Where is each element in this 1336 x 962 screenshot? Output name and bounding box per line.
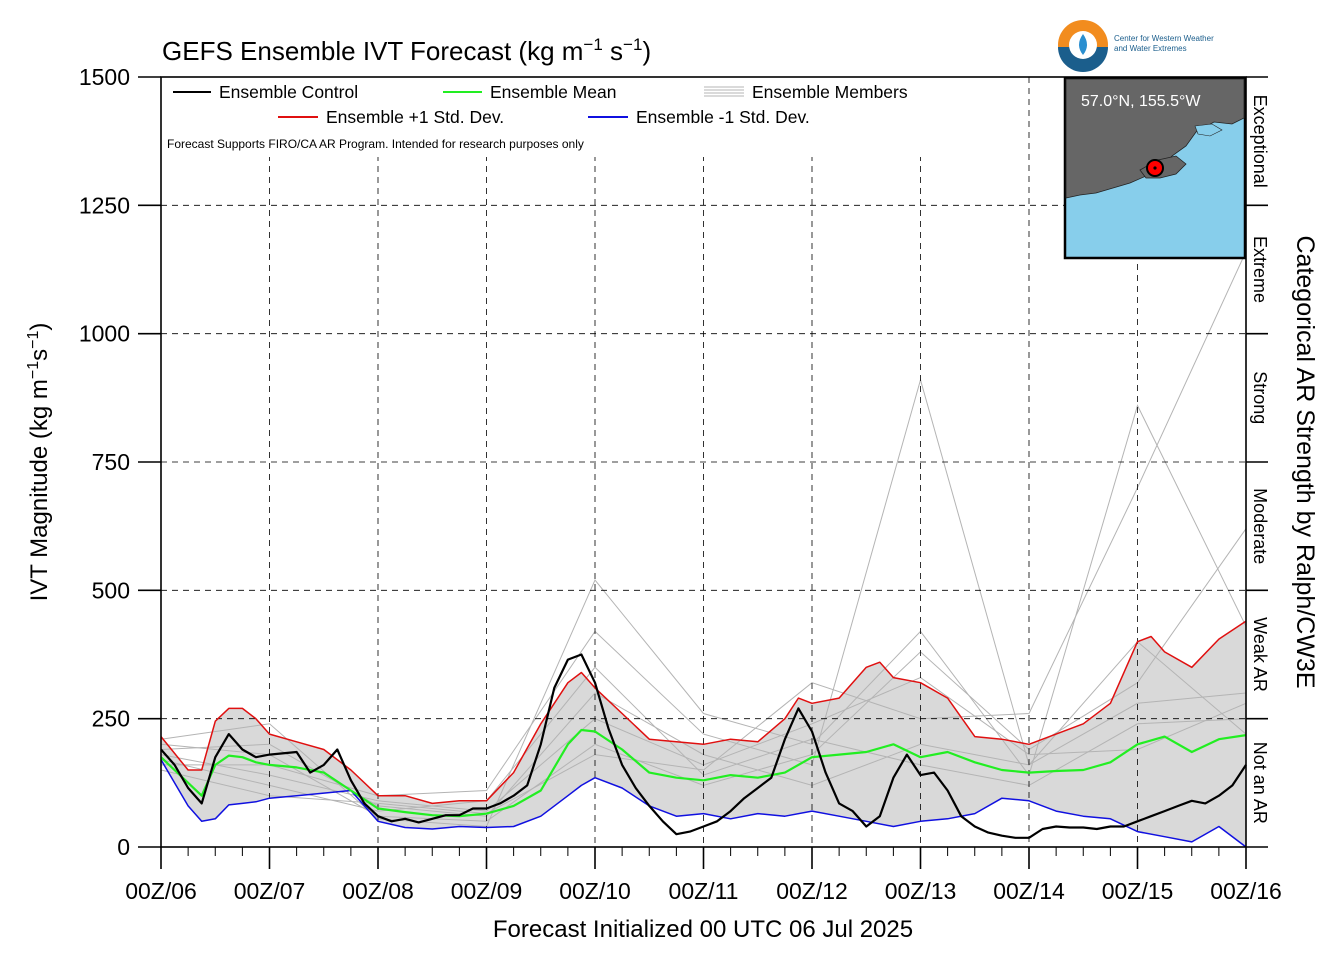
ensemble-member-line-6 [160,404,1247,828]
logo-text-line2: and Water Extremes [1114,44,1187,53]
category-label-3: Strong [1250,371,1270,424]
logo-text-line1: Center for Western Weather [1114,34,1214,43]
x-tick-label-10: 00Z/16 [1210,878,1282,904]
y-tick-label-0: 0 [117,834,130,860]
axes-layer: 0 250 500 750 1000 1250 1500 00Z/06 00Z/07 00Z/08… [79,64,1282,904]
inset-map: 57.0°N, 155.5°W [1063,76,1247,260]
right-axis-title: Categorical AR Strength by Ralph/CW3E [1291,236,1319,689]
y-tick-label-500: 500 [92,577,130,603]
research-note: Forecast Supports FIRO/CA AR Program. In… [167,137,584,151]
inset-water-inlet [1194,123,1223,137]
cw3e-logo: Center for Western Weather and Water Ext… [1058,20,1214,72]
category-label-5: Exceptional [1250,95,1270,188]
category-label-4: Extreme [1250,236,1270,303]
x-tick-label-9: 00Z/15 [1102,878,1174,904]
legend-label-members: Ensemble Members [752,82,908,102]
y-tick-label-250: 250 [92,706,130,732]
std-dev-band-layer [161,621,1246,847]
logo-water-icon [1058,47,1108,72]
x-tick-label-0: 00Z/06 [125,878,197,904]
category-label-0: Not an AR [1250,742,1270,824]
legend-label-minus-std: Ensemble -1 Std. Dev. [636,107,810,127]
x-tick-label-3: 00Z/09 [451,878,523,904]
plus-std-line [160,620,1247,805]
category-label-2: Moderate [1250,488,1270,564]
std-dev-band [161,621,1246,847]
x-tick-label-6: 00Z/12 [776,878,848,904]
legend-label-mean: Ensemble Mean [490,82,616,102]
y-tick-label-750: 750 [92,449,130,475]
x-tick-label-4: 00Z/10 [559,878,631,904]
logo-drop-icon [1079,34,1087,55]
x-tick-label-5: 00Z/11 [669,878,739,904]
legend-swatch-members [704,86,744,97]
inset-location-label: 57.0°N, 155.5°W [1081,93,1201,110]
series-layer [160,620,1247,848]
x-tick-label-1: 00Z/07 [234,878,306,904]
ensemble-mean-line [160,728,1247,818]
y-tick-label-1000: 1000 [79,321,130,347]
ensemble-member-line-7 [160,251,1247,815]
legend-label-plus-std: Ensemble +1 Std. Dev. [326,107,504,127]
location-marker-dot [1153,166,1157,170]
chart-title: GEFS Ensemble IVT Forecast (kg m−1 s−1) [162,35,651,66]
y-tick-label-1250: 1250 [79,192,130,218]
category-label-1: Weak AR [1250,617,1270,692]
ensemble-control-line [160,653,1247,839]
y-axis-label: IVT Magnitude (kg m−1s−1) [25,323,53,602]
x-tick-label-2: 00Z/08 [342,878,414,904]
legend: Ensemble Control Ensemble Mean Ensemble … [163,79,975,157]
y-tick-label-1500: 1500 [79,64,130,90]
legend-label-control: Ensemble Control [219,82,358,102]
x-tick-label-8: 00Z/14 [993,878,1065,904]
x-axis-label: Forecast Initialized 00 UTC 06 Jul 2025 [493,916,913,943]
x-tick-label-7: 00Z/13 [885,878,957,904]
